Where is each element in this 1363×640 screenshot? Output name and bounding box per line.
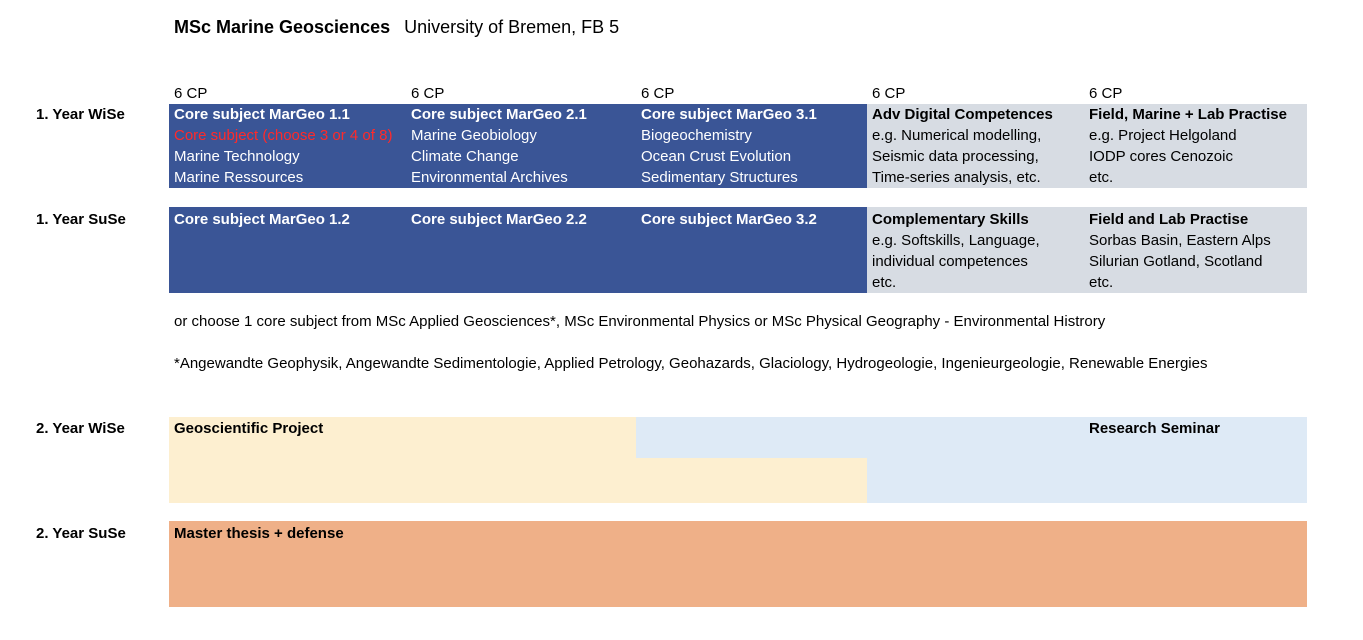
- core-subject-margeo-3-1: Core subject MarGeo 3.1 Biogeochemistry …: [641, 104, 817, 188]
- credit-label-col3: 6 CP: [641, 85, 675, 102]
- cell-line: Marine Ressources: [174, 169, 304, 186]
- cell-line: Environmental Archives: [411, 169, 568, 186]
- year1-wise-core-block: [169, 104, 867, 188]
- cell-line: individual competences: [872, 253, 1028, 270]
- cell-line: Sedimentary Structures: [641, 169, 798, 186]
- row-label-year1-suse: 1. Year SuSe: [36, 211, 126, 228]
- institution-name: University of Bremen, FB 5: [404, 17, 620, 37]
- geoscientific-project-block: [169, 417, 636, 503]
- cell-title: Geoscientific Project: [174, 420, 324, 437]
- cell-title: Core subject MarGeo 2.2: [411, 211, 587, 228]
- core-subject-margeo-1-1: Core subject MarGeo 1.1 Core subject (ch…: [174, 104, 392, 188]
- cell-title: Field and Lab Practise: [1089, 211, 1249, 228]
- credit-label-col2: 6 CP: [411, 85, 445, 102]
- field-and-lab-practise: Field and Lab Practise Sorbas Basin, Eas…: [1089, 209, 1271, 293]
- geoscientific-project: Geoscientific Project: [174, 418, 323, 439]
- alternative-core-note: or choose 1 core subject from MSc Applie…: [174, 313, 1106, 330]
- cell-title: Core subject MarGeo 3.2: [641, 211, 817, 228]
- cell-line: etc.: [1089, 169, 1114, 186]
- cell-line: Silurian Gotland, Scotland: [1089, 253, 1263, 270]
- cell-title: Core subject MarGeo 2.1: [411, 106, 587, 123]
- field-marine-lab-practise: Field, Marine + Lab Practise e.g. Projec…: [1089, 104, 1287, 188]
- footnote-electives: *Angewandte Geophysik, Angewandte Sedime…: [174, 355, 1208, 372]
- cell-line: Climate Change: [411, 148, 519, 165]
- cell-line: Ocean Crust Evolution: [641, 148, 792, 165]
- cell-line: e.g. Softskills, Language,: [872, 232, 1040, 249]
- row-label-year2-wise: 2. Year WiSe: [36, 420, 125, 437]
- program-name: MSc Marine Geosciences: [174, 17, 391, 37]
- master-thesis-block: [169, 521, 1307, 607]
- complementary-skills: Complementary Skills e.g. Softskills, La…: [872, 209, 1040, 293]
- cell-title: Field, Marine + Lab Practise: [1089, 106, 1287, 123]
- cell-line: Biogeochemistry: [641, 127, 752, 144]
- cell-title: Core subject MarGeo 3.1: [641, 106, 817, 123]
- core-subject-margeo-2-2: Core subject MarGeo 2.2: [411, 209, 587, 230]
- year1-wise-skills-block: [867, 104, 1307, 188]
- cell-line: etc.: [872, 274, 897, 291]
- core-subject-margeo-2-1: Core subject MarGeo 2.1 Marine Geobiolog…: [411, 104, 587, 188]
- cell-line: Marine Geobiology: [411, 127, 537, 144]
- cell-line: Marine Technology: [174, 148, 300, 165]
- cell-title: Complementary Skills: [872, 211, 1029, 228]
- cell-line: e.g. Numerical modelling,: [872, 127, 1042, 144]
- credit-label-col5: 6 CP: [1089, 85, 1123, 102]
- year1-suse-core-block: [169, 207, 867, 293]
- core-subject-margeo-1-2: Core subject MarGeo 1.2: [174, 209, 350, 230]
- credit-label-col1: 6 CP: [174, 85, 208, 102]
- choose-note: Core subject (choose 3 or 4 of 8): [174, 127, 393, 144]
- row-label-year1-wise: 1. Year WiSe: [36, 106, 125, 123]
- core-subject-margeo-3-2: Core subject MarGeo 3.2: [641, 209, 817, 230]
- row-label-year2-suse: 2. Year SuSe: [36, 525, 126, 542]
- cell-title: Core subject MarGeo 1.1: [174, 106, 350, 123]
- adv-digital-competences: Adv Digital Competences e.g. Numerical m…: [872, 104, 1053, 188]
- cell-line: Seismic data processing,: [872, 148, 1039, 165]
- research-seminar: Research Seminar: [1089, 418, 1220, 439]
- cell-line: IODP cores Cenozoic: [1089, 148, 1233, 165]
- master-thesis: Master thesis + defense: [174, 523, 344, 544]
- cell-title: Core subject MarGeo 1.2: [174, 211, 350, 228]
- cell-line: Time-series analysis, etc.: [872, 169, 1041, 186]
- page-title: MSc Marine Geosciences University of Brem…: [174, 17, 619, 38]
- cell-title: Research Seminar: [1089, 420, 1220, 437]
- geoscientific-project-block-ext: [636, 458, 867, 503]
- credit-label-col4: 6 CP: [872, 85, 906, 102]
- cell-line: etc.: [1089, 274, 1114, 291]
- year1-suse-skills-block: [867, 207, 1307, 293]
- cell-title: Master thesis + defense: [174, 525, 344, 542]
- cell-line: e.g. Project Helgoland: [1089, 127, 1237, 144]
- cell-line: Sorbas Basin, Eastern Alps: [1089, 232, 1271, 249]
- cell-title: Adv Digital Competences: [872, 106, 1053, 123]
